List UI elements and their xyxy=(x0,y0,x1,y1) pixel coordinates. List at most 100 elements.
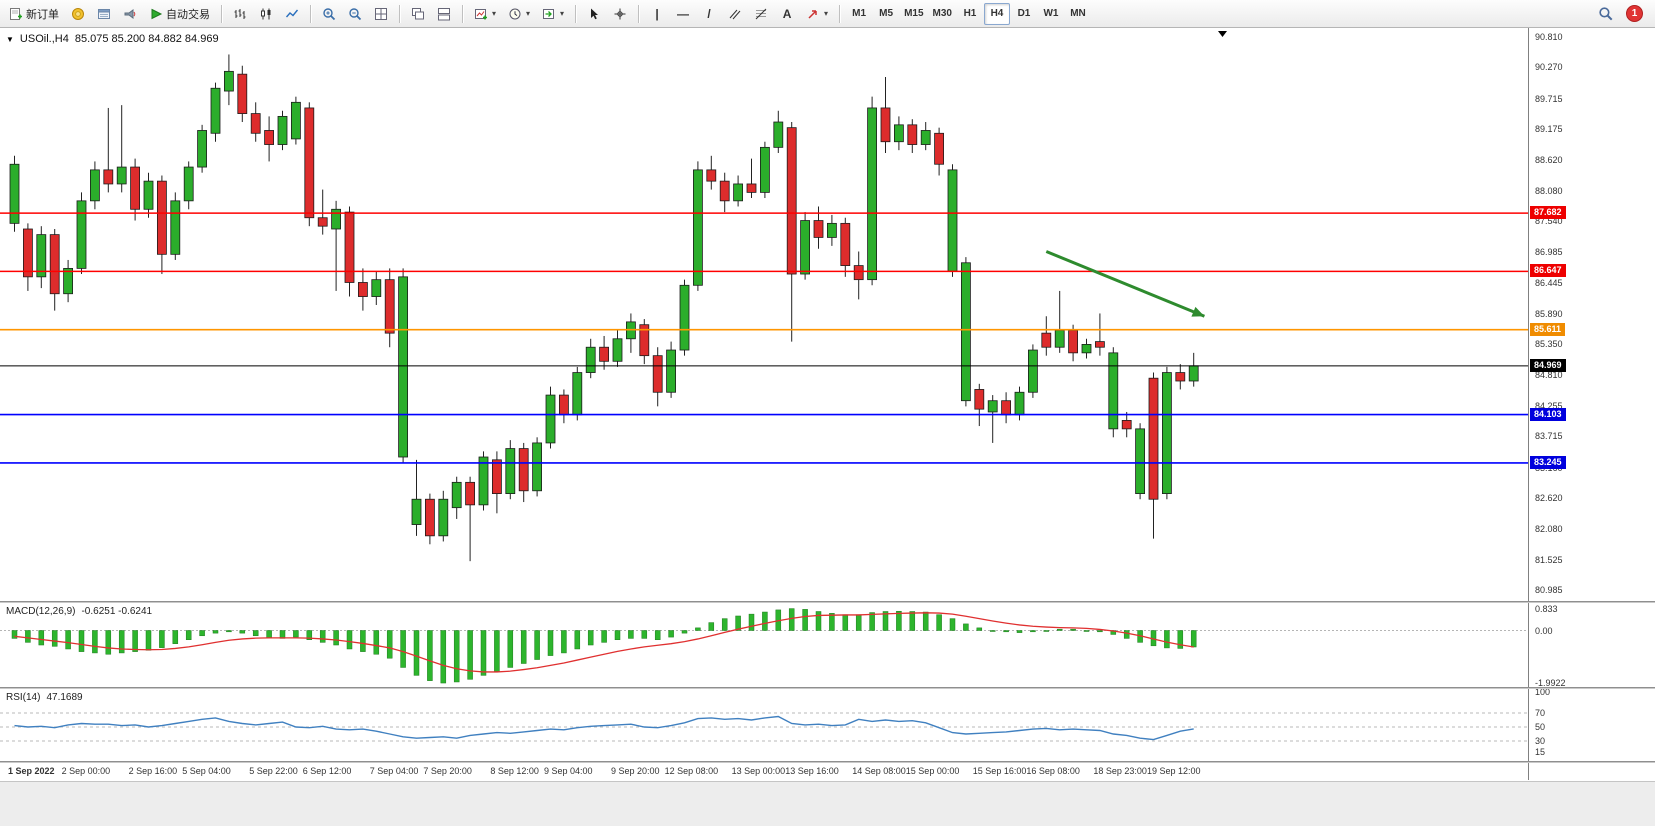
rsi-panel-canvas[interactable] xyxy=(0,689,1528,761)
candle xyxy=(183,166,194,202)
caret-down-icon: ▾ xyxy=(824,9,829,18)
timeframe-button-m30[interactable]: M30 xyxy=(929,3,956,25)
time-axis-label: 7 Sep 20:00 xyxy=(423,766,472,776)
candle xyxy=(22,228,33,278)
time-axis[interactable]: 1 Sep 2022 2 Sep 00:00 2 Sep 16:00 5 Sep 04… xyxy=(0,763,1528,780)
panel-splitter[interactable] xyxy=(0,601,1655,603)
tile-windows-button[interactable] xyxy=(369,3,393,25)
bar-chart-icon xyxy=(234,8,246,19)
search-button[interactable] xyxy=(1593,3,1618,25)
macd-histogram-bar xyxy=(721,618,728,631)
price-tag: 85.611 xyxy=(1530,322,1566,336)
macd-histogram-bar xyxy=(212,630,219,634)
candle xyxy=(612,338,623,362)
horizontal-line-button[interactable]: — xyxy=(671,3,695,25)
arrow-tool-icon xyxy=(808,9,817,19)
notification-badge[interactable]: 1 xyxy=(1626,5,1643,22)
candle xyxy=(760,146,770,193)
timeframe-button-m1[interactable]: M1 xyxy=(846,3,872,25)
macd-histogram-bar xyxy=(922,611,929,631)
vertical-line-button[interactable]: | xyxy=(645,3,669,25)
candle xyxy=(505,448,516,495)
candle xyxy=(398,276,409,458)
price-chart-canvas[interactable] xyxy=(0,28,1528,601)
timeframe-button-h1[interactable]: H1 xyxy=(957,3,983,25)
toolbar-separator xyxy=(399,4,400,23)
timeframe-button-w1[interactable]: W1 xyxy=(1038,3,1064,25)
macd-histogram-bar xyxy=(266,630,272,639)
candle xyxy=(1054,329,1065,348)
arrows-dropdown[interactable]: ▾ xyxy=(801,3,833,25)
macd-panel-canvas[interactable] xyxy=(0,603,1528,687)
timeframe-button-d1[interactable]: D1 xyxy=(1011,3,1037,25)
macd-histogram-bar xyxy=(748,613,755,631)
cascade-windows-button[interactable] xyxy=(406,3,430,25)
macd-histogram-bar xyxy=(735,615,741,631)
candle xyxy=(947,169,958,272)
timeframe-button-m15[interactable]: M15 xyxy=(900,3,927,25)
candle xyxy=(746,183,757,193)
gold-badge-button[interactable] xyxy=(66,3,90,25)
candle xyxy=(894,124,904,143)
timeframe-button-m5[interactable]: M5 xyxy=(873,3,899,25)
new-chart-dropdown[interactable]: ▾ xyxy=(469,3,501,25)
macd-histogram-bar xyxy=(882,611,889,631)
trendline-button[interactable]: / xyxy=(697,3,721,25)
candlestick-chart-button[interactable] xyxy=(254,3,278,25)
macd-histogram-bar xyxy=(38,630,45,646)
timeframe-button-h4[interactable]: H4 xyxy=(983,2,1010,25)
periods-dropdown[interactable]: ▾ xyxy=(503,3,535,25)
chart-shift-dropdown[interactable]: ▾ xyxy=(537,3,569,25)
macd-histogram-bar xyxy=(628,630,634,639)
channel-button[interactable] xyxy=(723,3,747,25)
macd-histogram-bar xyxy=(708,622,715,631)
time-axis-label: 16 Sep 08:00 xyxy=(1026,766,1080,776)
auto-trading-button[interactable]: 自动交易 xyxy=(144,3,215,25)
timeframe-button-mn[interactable]: MN xyxy=(1065,3,1091,25)
text-tool-icon: A xyxy=(782,6,792,21)
candle xyxy=(666,349,676,393)
candle xyxy=(599,346,609,362)
macd-histogram-bar xyxy=(909,611,916,631)
tile-horizontal-button[interactable] xyxy=(432,3,456,25)
cursor-button[interactable] xyxy=(582,3,606,25)
crosshair-button[interactable] xyxy=(608,3,632,25)
candle xyxy=(304,107,315,219)
time-axis-label: 8 Sep 12:00 xyxy=(490,766,539,776)
chart-shift-icon xyxy=(543,8,555,19)
new-order-button[interactable]: 新订单 xyxy=(4,3,64,25)
line-chart-button[interactable] xyxy=(280,3,304,25)
bar-chart-button[interactable] xyxy=(228,3,252,25)
channel-icon xyxy=(729,9,741,19)
candle xyxy=(76,200,87,269)
toolbar-separator xyxy=(839,4,841,23)
panel-splitter[interactable] xyxy=(0,687,1655,689)
candle xyxy=(103,169,114,185)
data-window-button[interactable] xyxy=(92,3,116,25)
time-axis-label: 19 Sep 12:00 xyxy=(1147,766,1201,776)
panel-splitter[interactable] xyxy=(0,761,1655,763)
auto-trading-icon xyxy=(151,8,163,19)
price-axis-tick: 84.255 xyxy=(1535,401,1563,412)
zoom-in-button[interactable] xyxy=(317,3,341,25)
one-click-trading-toggle[interactable]: ▼ xyxy=(6,34,14,44)
fibonacci-button[interactable] xyxy=(749,3,773,25)
macd-histogram-bar xyxy=(681,630,688,634)
expert-advisors-button[interactable] xyxy=(118,3,142,25)
candle xyxy=(170,200,181,255)
macd-histogram-bar xyxy=(668,630,674,638)
macd-histogram-bar xyxy=(534,630,540,660)
trend-arrow-head xyxy=(1191,306,1205,317)
macd-histogram-bar xyxy=(333,630,339,646)
trend-arrow[interactable] xyxy=(1045,250,1205,318)
macd-histogram-bar xyxy=(1030,630,1036,633)
candle xyxy=(853,265,864,281)
cascade-windows-icon xyxy=(412,7,424,19)
candle xyxy=(277,115,288,145)
zoom-out-button[interactable] xyxy=(343,3,367,25)
price-axis[interactable]: 90.810 90.270 89.715 89.175 88.620 88.080 87.5… xyxy=(1528,28,1655,780)
macd-histogram-bar xyxy=(105,630,112,655)
macd-histogram-bar xyxy=(1123,630,1130,639)
candle xyxy=(491,459,502,495)
text-tool-button[interactable]: A xyxy=(775,3,799,25)
